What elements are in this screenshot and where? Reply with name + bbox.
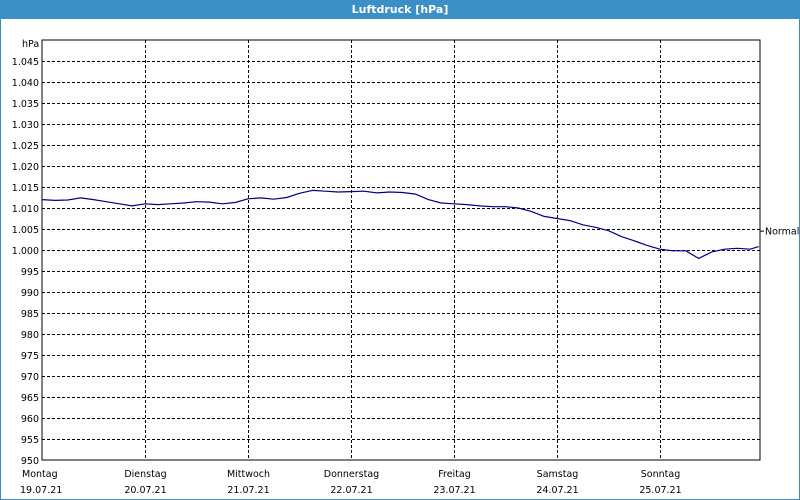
y-tick-label: 1.040 (12, 78, 39, 89)
chart-title: Luftdruck [hPa] (0, 0, 800, 19)
x-tick-labels: Montag 19.07.21 Dienstag 20.07.21 Mittwoch 21… (20, 469, 682, 496)
x-tick-date: 19.07.21 (20, 485, 62, 496)
x-tick-date: 25.07.21 (639, 485, 681, 496)
y-tick-label: 1.045 (12, 57, 39, 68)
x-tick-date: 21.07.21 (227, 485, 269, 496)
series-group (41, 189, 759, 259)
y-tick-label: 1.035 (12, 99, 39, 110)
grid-lines (42, 40, 760, 460)
plot-area (41, 39, 761, 461)
x-tick-day: Dienstag (124, 469, 166, 480)
y-tick-label: 995 (21, 267, 39, 278)
y-tick-label: 1.020 (12, 162, 39, 173)
y-tick-label: 980 (21, 330, 39, 341)
y-tick-label: 950 (21, 456, 39, 467)
y-tick-label: 965 (21, 393, 39, 404)
y-tick-label: 1.025 (12, 141, 39, 152)
reference-group: Normal (760, 227, 799, 238)
y-tick-label: 960 (21, 414, 39, 425)
x-tick-date: 22.07.21 (330, 485, 372, 496)
y-axis-label: hPa (22, 39, 39, 50)
series-line (41, 189, 759, 259)
x-tick-date: 24.07.21 (536, 485, 578, 496)
x-tick-day: Samstag (537, 469, 579, 480)
x-tick-day: Donnerstag (324, 469, 379, 480)
x-tick-day: Montag (22, 469, 58, 480)
x-tick-date: 23.07.21 (433, 485, 475, 496)
y-tick-label: 990 (21, 288, 39, 299)
x-tick-day: Freitag (438, 469, 471, 480)
x-tick-date: 20.07.21 (124, 485, 166, 496)
y-tick-label: 975 (21, 351, 39, 362)
y-tick-label: 1.015 (12, 183, 39, 194)
y-tick-label: 970 (21, 372, 39, 383)
y-tick-label: 1.030 (12, 120, 39, 131)
x-tick-day: Sonntag (641, 469, 680, 480)
reference-label: Normal (765, 227, 799, 238)
y-tick-label: 1.010 (12, 204, 39, 215)
y-tick-labels: 950 955 960 965 970 975 980 985 990 995 1.000 1.005… (12, 57, 39, 467)
y-tick-label: 985 (21, 309, 39, 320)
x-tick-day: Mittwoch (227, 469, 270, 480)
y-tick-label: 955 (21, 435, 39, 446)
y-tick-label: 1.000 (12, 246, 39, 257)
y-tick-label: 1.005 (12, 225, 39, 236)
